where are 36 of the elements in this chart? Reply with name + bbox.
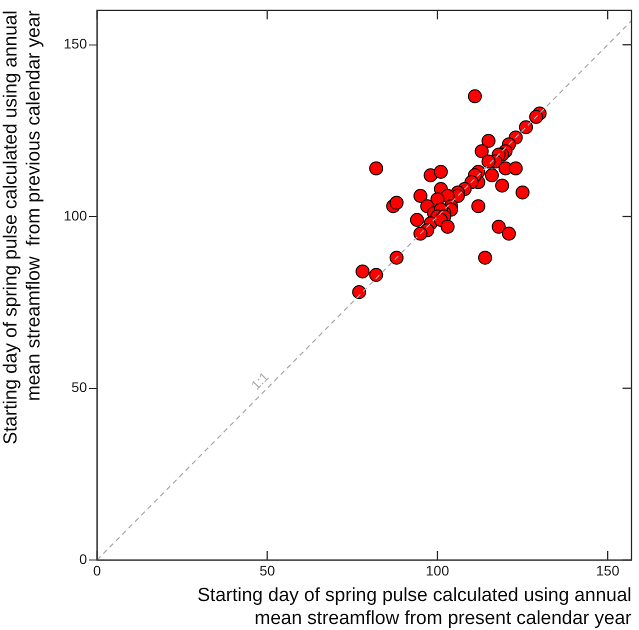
- x-tick-label: 50: [259, 562, 276, 578]
- point: [440, 220, 455, 234]
- point: [516, 185, 530, 200]
- x-tick-label: 150: [596, 562, 620, 578]
- point: [352, 285, 366, 300]
- x-tick-label: 0: [93, 562, 102, 578]
- y-tick-label: 150: [64, 36, 88, 52]
- point: [495, 178, 510, 193]
- point: [484, 168, 499, 182]
- y-tick-label: 50: [71, 379, 88, 396]
- point: [410, 212, 424, 227]
- point: [434, 164, 448, 179]
- point: [529, 110, 544, 124]
- point: [492, 220, 506, 234]
- y-tick-label: 0: [79, 550, 88, 567]
- y-tick-label: 100: [64, 207, 88, 224]
- point: [508, 161, 523, 176]
- point: [474, 144, 489, 158]
- point: [502, 226, 516, 241]
- point: [518, 120, 533, 134]
- point: [468, 89, 482, 104]
- point: [482, 154, 496, 169]
- point: [390, 196, 404, 210]
- point: [369, 161, 384, 176]
- point: [478, 250, 492, 265]
- y-axis-title: Starting day of spring pulse calculated using annual mean streamflow from previous calendar year: [0, 10, 44, 445]
- point: [413, 188, 428, 203]
- point: [413, 226, 428, 241]
- x-axis-title: Starting day of spring pulse calculated using annual mean streamflow from present calendar year: [197, 585, 632, 629]
- point: [482, 134, 496, 148]
- annotation: 1:1: [248, 369, 272, 393]
- x-tick-label: 100: [426, 562, 450, 578]
- point: [369, 268, 384, 282]
- point: [390, 250, 404, 265]
- point: [356, 264, 370, 278]
- point: [471, 199, 486, 214]
